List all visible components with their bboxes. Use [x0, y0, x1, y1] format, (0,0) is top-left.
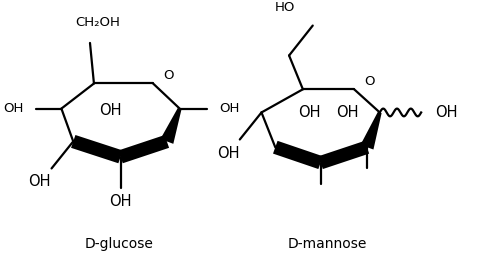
- Text: OH: OH: [219, 102, 240, 115]
- Text: O: O: [164, 69, 174, 82]
- Polygon shape: [360, 112, 382, 149]
- Text: OH: OH: [28, 174, 51, 189]
- Polygon shape: [118, 135, 169, 163]
- Text: D-mannose: D-mannose: [288, 237, 367, 251]
- Text: OH: OH: [435, 105, 458, 120]
- Text: HO: HO: [274, 1, 295, 14]
- Text: OH: OH: [4, 102, 24, 115]
- Text: OH: OH: [336, 105, 358, 120]
- Text: CH₂OH: CH₂OH: [76, 16, 120, 29]
- Polygon shape: [273, 141, 323, 169]
- Text: D-glucose: D-glucose: [84, 237, 153, 251]
- Text: OH: OH: [100, 103, 122, 118]
- Text: OH: OH: [216, 145, 239, 161]
- Polygon shape: [318, 141, 369, 169]
- Text: OH: OH: [298, 105, 321, 120]
- Text: OH: OH: [110, 194, 132, 209]
- Polygon shape: [71, 135, 122, 163]
- Polygon shape: [160, 108, 182, 144]
- Text: O: O: [364, 75, 375, 88]
